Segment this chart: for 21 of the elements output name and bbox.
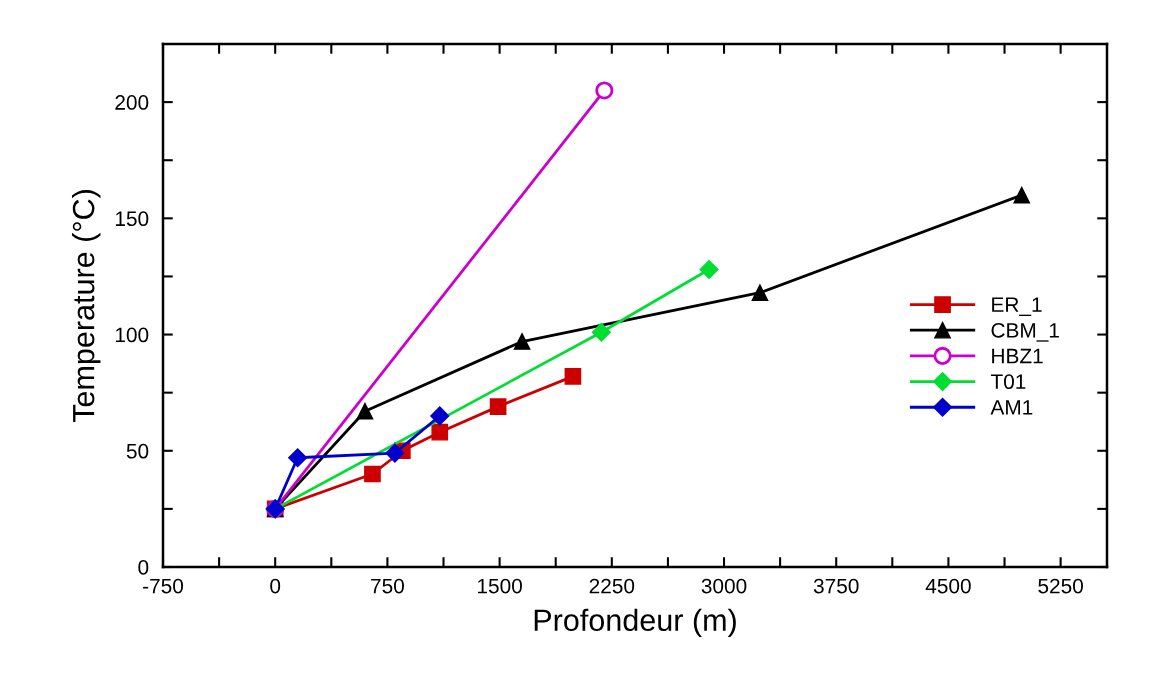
legend-label: HBZ1 (992, 348, 1043, 364)
x-tick-label: 2250 (589, 578, 635, 594)
x-tick-label: 0 (270, 578, 281, 594)
y-tick-label: 50 (126, 443, 149, 459)
x-tick-label: 3750 (813, 578, 859, 594)
x-tick-label: 1500 (478, 578, 522, 594)
y-tick-label: 200 (115, 95, 149, 110)
x-tick-label: 4500 (925, 578, 971, 594)
x-axis-title: Profondeur (m) (534, 608, 736, 638)
legend-label: T01 (990, 374, 1026, 390)
x-tick-label: 3000 (701, 578, 747, 594)
x-tick-label: 5250 (1038, 578, 1083, 594)
y-tick-label: 100 (115, 327, 149, 343)
y-tick-label: 0 (138, 560, 149, 575)
x-tick-label: -750 (143, 578, 184, 594)
x-tick-label: 750 (371, 578, 404, 594)
y-axis-title: Temperature (°C) (71, 190, 101, 423)
legend-label: ER_1 (992, 297, 1042, 316)
legend-label: AM1 (990, 400, 1033, 415)
legend-label: CBM_1 (991, 322, 1059, 342)
y-tick-label: 150 (115, 211, 149, 227)
